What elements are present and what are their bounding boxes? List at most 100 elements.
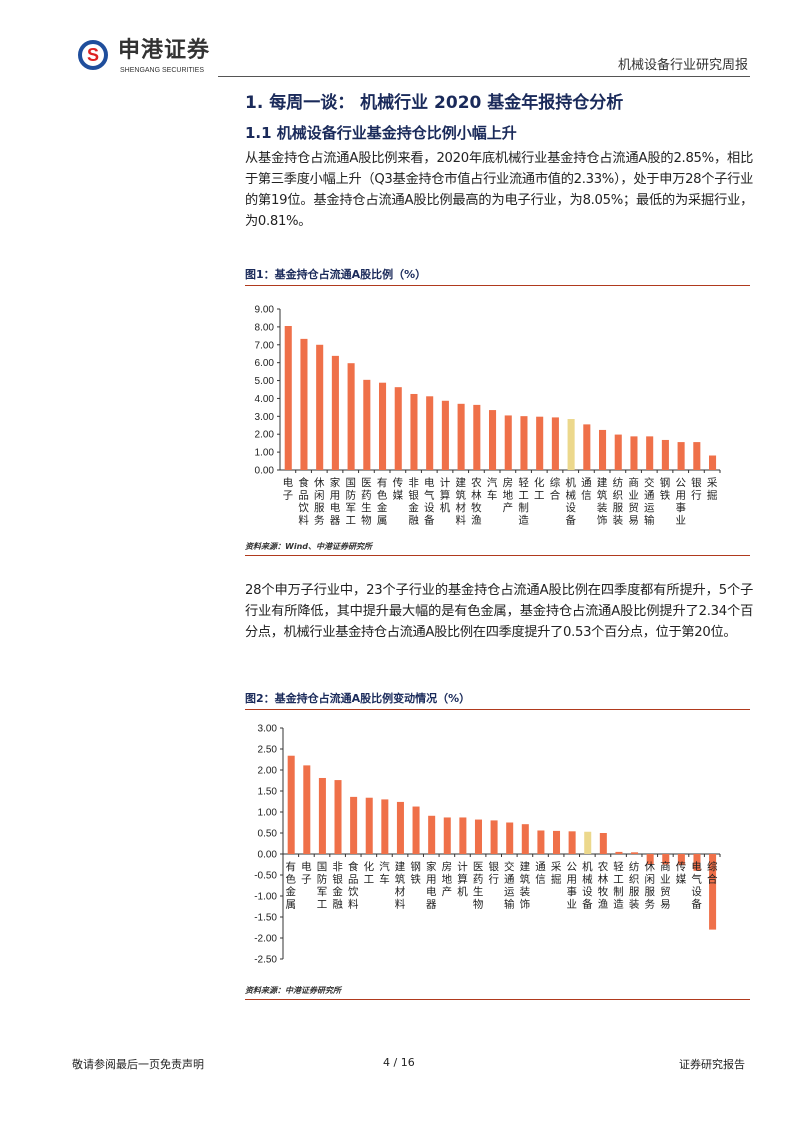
- logo-name-cn: 申港证券: [118, 38, 211, 63]
- bar-电气设备: [693, 854, 701, 871]
- figure2-source-line: [245, 999, 750, 1000]
- bar-电气设备: [426, 396, 434, 470]
- bar-医药生物: [474, 819, 482, 854]
- bar-公用事业: [568, 831, 576, 854]
- x-category-label: 通信: [581, 477, 592, 502]
- subsection-heading: 1.1 机械设备行业基金持仓比例小幅上升: [245, 124, 517, 142]
- bar-钢铁: [661, 439, 669, 470]
- figure2-caption-line: [245, 709, 750, 710]
- bar-休闲服务: [316, 344, 324, 470]
- x-category-label: 休闲服务: [314, 477, 325, 527]
- bar-国防军工: [347, 363, 355, 470]
- x-category-label: 轻工制造: [613, 860, 624, 911]
- paragraph-1: 从基金持仓占流通A股比例来看，2020年底机械行业基金持仓占流通A股的2.85%…: [245, 151, 753, 229]
- y-tick-label: 0.00: [258, 850, 278, 861]
- x-category-label: 机械设备: [565, 476, 576, 527]
- figure1-caption: 图1：基金持仓占流通A股比例（%）: [245, 268, 427, 281]
- x-category-label: 交通运输: [644, 476, 655, 527]
- y-tick-label: 3.00: [255, 412, 275, 423]
- bar-计算机: [459, 817, 467, 854]
- x-category-label: 建筑材料: [395, 860, 406, 911]
- x-category-label: 交通运输: [504, 860, 515, 911]
- bar-医药生物: [363, 379, 371, 470]
- bar-综合: [709, 854, 717, 930]
- x-category-label: 计算机: [457, 860, 468, 898]
- x-category-label: 建筑装饰: [597, 476, 608, 527]
- bar-休闲服务: [646, 854, 654, 865]
- y-tick-label: 3.00: [258, 724, 278, 735]
- bar-汽车: [381, 799, 389, 854]
- bar-采掘: [553, 830, 561, 854]
- bar-有色金属: [379, 382, 387, 470]
- x-category-label: 公用事业: [675, 477, 686, 527]
- report-title: 机械设备行业研究周报: [617, 58, 748, 73]
- y-tick-label: 5.00: [255, 376, 275, 387]
- y-tick-label: -2.00: [254, 934, 277, 945]
- y-tick-label: 1.00: [255, 448, 275, 459]
- y-tick-label: 1.00: [258, 808, 278, 819]
- x-category-label: 传媒: [676, 861, 687, 886]
- x-category-label: 电气设备: [424, 476, 435, 527]
- x-category-label: 房地产: [503, 476, 514, 514]
- footer-report-type: 证券研究报告: [679, 1058, 745, 1071]
- x-category-label: 综合: [550, 476, 561, 502]
- x-category-label: 国防军工: [317, 861, 328, 911]
- y-tick-label: 0.50: [258, 829, 278, 840]
- x-category-label: 采掘: [707, 477, 718, 502]
- bar-农林牧渔: [599, 833, 607, 854]
- bar-建筑装饰: [521, 824, 529, 854]
- x-category-label: 有色金属: [286, 860, 297, 911]
- x-category-label: 公用事业: [566, 861, 577, 911]
- bar-商业贸易: [630, 436, 638, 470]
- page-number: 4 / 16: [383, 1056, 415, 1069]
- x-category-label: 非银金融: [332, 861, 343, 911]
- x-category-label: 电子: [283, 476, 294, 502]
- bar-银行: [693, 442, 701, 470]
- bar-国防军工: [318, 777, 326, 854]
- x-category-label: 农林牧渔: [471, 476, 482, 527]
- x-category-label: 家用电器: [426, 860, 437, 911]
- x-category-label: 通信: [535, 861, 546, 886]
- y-tick-label: -1.50: [254, 913, 277, 924]
- figure2-source: 资料来源：中港证券研究所: [245, 986, 341, 995]
- y-tick-label: -0.50: [254, 871, 277, 882]
- header-divider: [218, 76, 750, 77]
- x-category-label: 银行: [691, 476, 702, 502]
- bar-计算机: [441, 400, 449, 470]
- x-category-label: 电气设备: [691, 860, 702, 911]
- bar-有色金属: [287, 755, 295, 854]
- figure1-caption-line: [245, 285, 750, 286]
- bar-汽车: [489, 410, 497, 470]
- bar-房地产: [504, 415, 512, 470]
- bar-化工: [365, 797, 373, 854]
- x-category-label: 传媒: [393, 477, 404, 502]
- figure1-source-line: [245, 555, 750, 556]
- x-category-label: 医药生物: [361, 477, 372, 527]
- x-category-label: 钢铁: [410, 860, 421, 886]
- bar-食品饮料: [300, 338, 308, 470]
- figure2-caption: 图2：基金持仓占流通A股比例变动情况（%）: [245, 692, 471, 705]
- x-category-label: 汽车: [379, 860, 390, 886]
- bar-化工: [536, 416, 544, 470]
- x-category-label: 医药生物: [473, 861, 484, 911]
- bar-钢铁: [412, 806, 420, 854]
- bar-传媒: [394, 387, 402, 470]
- bar-纺织服装: [631, 852, 639, 854]
- x-category-label: 非银金融: [408, 477, 419, 527]
- figure1-bar-chart: 0.00 1.00 2.00 3.00 4.00 5.00 6.00 7.00 8.00 9.00…: [255, 305, 721, 527]
- x-category-label: 纺织服装: [629, 860, 640, 911]
- y-tick-label: 9.00: [255, 305, 275, 316]
- x-category-label: 房地产: [442, 860, 453, 898]
- figure2-bar-chart: -2.50 -2.00 -1.50 -1.00 -0.50 0.00 0.50 1.00 1.5…: [254, 724, 721, 966]
- bar-银行: [490, 820, 498, 854]
- x-category-label: 农林牧渔: [598, 860, 609, 911]
- y-tick-label: 6.00: [255, 358, 275, 369]
- bar-建筑材料: [396, 801, 404, 854]
- bar-机械设备: [567, 419, 575, 470]
- bar-食品饮料: [350, 796, 358, 854]
- bar-房地产: [443, 817, 451, 854]
- x-category-label: 轻工制造: [518, 476, 529, 527]
- x-category-label: 商业贸易: [628, 476, 639, 527]
- paragraph-2: 28个申万子行业中，23个子行业的基金持仓占流通A股比例在四季度都有所提升，5个…: [245, 583, 753, 640]
